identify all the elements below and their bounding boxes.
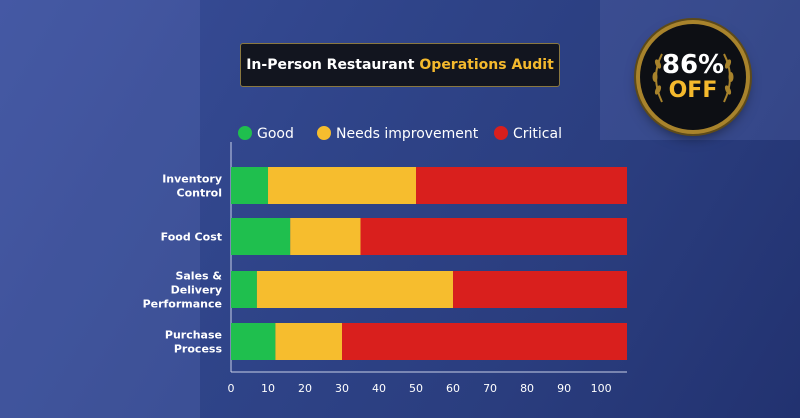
bar-2-1 [256,271,454,308]
x-tick-label-4: 40 [372,382,386,395]
x-tick-label-1: 10 [261,382,275,395]
bar-2-2 [453,271,627,308]
badge-percent: 86% [661,50,725,80]
bar-3-0 [231,323,276,360]
badge-label: OFF [668,78,718,103]
x-tick-label-6: 60 [446,382,460,395]
category-label-2-1: Delivery [171,284,222,297]
title-accent-text: Operations Audit [419,57,554,73]
category-label-2-0: Sales & [175,270,222,283]
legend-marker-1 [317,126,331,140]
category-label-0-0: Inventory [162,173,222,186]
category-label-3-0: Purchase [165,329,222,342]
category-label-3-1: Process [174,343,223,356]
x-tick-label-10: 100 [591,382,612,395]
category-label-1-0: Food Cost [161,231,222,244]
title-main-text: In-Person Restaurant [246,57,415,73]
bar-3-1 [275,323,343,360]
laurel-icon [652,53,734,103]
bar-2-0 [231,271,257,308]
bar-1-2 [360,218,627,255]
legend-marker-0 [238,126,252,140]
x-tick-label-2: 20 [298,382,312,395]
x-tick-label-3: 30 [335,382,349,395]
chart-title: In-Person Restaurant Operations Audit [240,43,560,87]
bar-0-2 [416,167,627,204]
legend-label-0: Good [257,126,294,142]
bar-3-2 [342,323,627,360]
bar-1-0 [231,218,291,255]
bar-1-1 [290,218,361,255]
x-tick-label-0: 0 [228,382,235,395]
bar-0-0 [231,167,269,204]
discount-badge: 86% OFF [640,24,746,130]
category-label-2-2: Performance [143,298,222,311]
x-tick-label-8: 80 [520,382,534,395]
legend-label-1: Needs improvement [336,126,479,142]
x-tick-label-5: 50 [409,382,423,395]
background-window-left [0,0,200,418]
category-label-0-1: Control [177,187,222,200]
legend-marker-2 [494,126,508,140]
x-tick-label-9: 90 [557,382,571,395]
x-tick-label-7: 70 [483,382,497,395]
bar-0-1 [268,167,417,204]
legend-label-2: Critical [513,126,562,142]
